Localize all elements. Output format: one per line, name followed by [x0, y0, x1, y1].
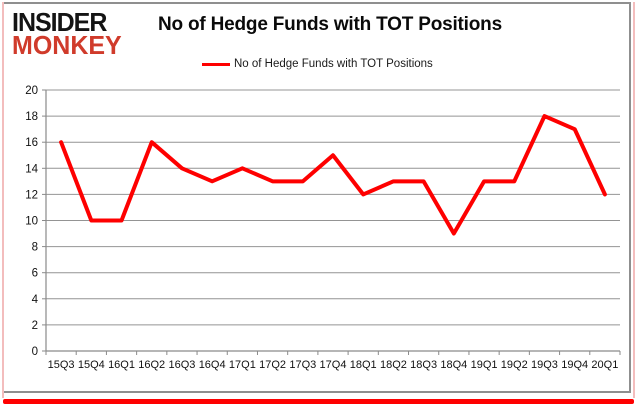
- y-axis-label: 16: [25, 137, 38, 149]
- y-axis-label: 8: [32, 242, 38, 254]
- x-axis-label: 18Q3: [410, 359, 437, 371]
- x-axis-label: 16Q3: [168, 359, 195, 371]
- frame-left-edge: [2, 2, 4, 398]
- x-axis-label: 19Q2: [501, 359, 528, 371]
- y-axis-label: 10: [25, 216, 38, 228]
- y-axis-label: 2: [32, 320, 38, 332]
- x-axis-label: 15Q3: [48, 359, 75, 371]
- x-axis-label: 19Q4: [561, 359, 588, 371]
- x-axis-label: 16Q1: [108, 359, 135, 371]
- x-axis-label: 19Q1: [471, 359, 498, 371]
- x-axis-label: 16Q2: [138, 359, 165, 371]
- y-axis-label: 0: [32, 346, 38, 358]
- x-axis-label: 17Q3: [289, 359, 316, 371]
- chart-frame: [4, 2, 631, 393]
- y-axis-label: 4: [32, 294, 39, 306]
- frame-right-edge: [633, 2, 635, 398]
- legend-line-swatch: [202, 62, 230, 66]
- y-axis-label: 18: [25, 111, 38, 123]
- x-axis-label: 18Q4: [440, 359, 467, 371]
- frame-bottom-red-bar: [3, 399, 634, 404]
- logo-monkey-text: MONKEY: [12, 31, 122, 61]
- y-axis-label: 12: [25, 189, 38, 201]
- y-axis-label: 6: [32, 268, 38, 280]
- legend-label: No of Hedge Funds with TOT Positions: [234, 58, 433, 70]
- x-axis-label: 15Q4: [78, 359, 105, 371]
- y-axis-label: 20: [25, 85, 38, 97]
- x-axis-label: 17Q4: [320, 359, 347, 371]
- x-axis-label: 20Q1: [591, 359, 618, 371]
- x-axis-label: 19Q3: [531, 359, 558, 371]
- x-axis-label: 17Q1: [229, 359, 256, 371]
- x-axis-label: 17Q2: [259, 359, 286, 371]
- y-axis-label: 14: [25, 163, 38, 175]
- chart-legend: No of Hedge Funds with TOT Positions: [202, 58, 433, 70]
- x-axis-label: 18Q2: [380, 359, 407, 371]
- insider-monkey-logo: INSIDER MONKEY: [12, 8, 122, 61]
- logo-insider-text: INSIDER: [12, 8, 107, 38]
- x-axis-label: 18Q1: [350, 359, 377, 371]
- page-title: No of Hedge Funds with TOT Positions: [158, 14, 502, 35]
- x-axis-label: 16Q4: [199, 359, 226, 371]
- data-series-line: [59, 114, 607, 236]
